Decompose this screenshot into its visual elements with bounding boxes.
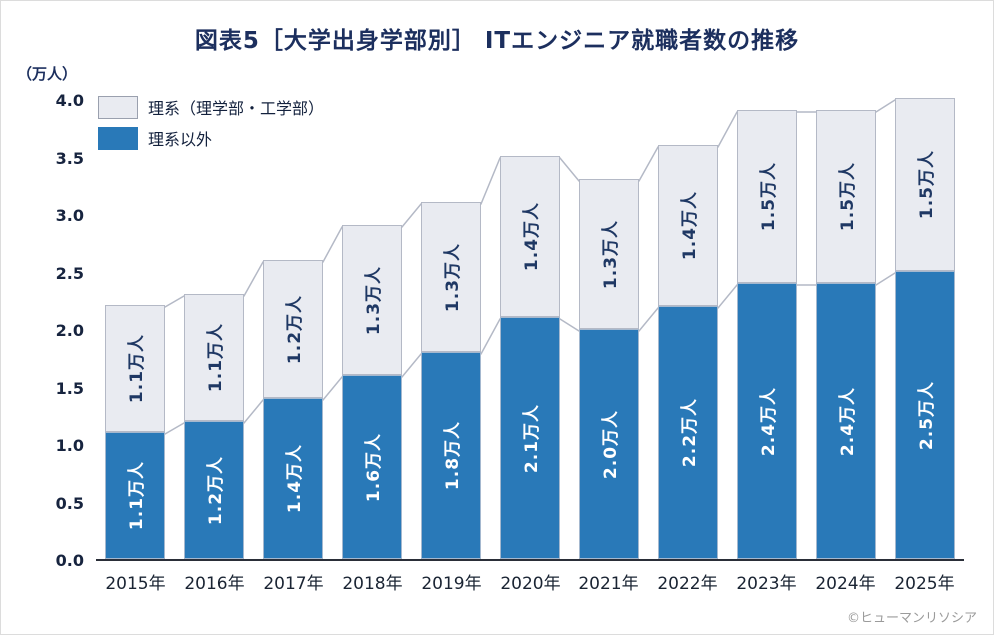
bar-segment-science-2019: 1.3万人 [421,202,481,352]
bar-segment-science-2025: 1.5万人 [895,98,955,271]
x-tick-label-2024: 2024年 [815,574,876,594]
chart-title: 図表5［大学出身学部別］ ITエンジニア就職者数の推移 [194,28,800,54]
bar-segment-nonscience-2017: 1.4万人 [263,398,323,559]
bar-segment-science-2024: 1.5万人 [816,110,876,283]
bar-segment-nonscience-2020: 2.1万人 [500,317,560,559]
bar-label-nonscience-2023: 2.4万人 [759,386,780,456]
bar-segment-science-2020: 1.4万人 [500,156,560,317]
bar-segment-nonscience-2021: 2.0万人 [579,329,639,559]
bar-label-science-2022: 1.4万人 [680,190,701,261]
bar-label-science-2025: 1.5万人 [917,149,938,220]
bar-segment-science-2016: 1.1万人 [184,294,244,421]
x-tick-label-2020: 2020年 [500,574,561,594]
bar-segment-nonscience-2022: 2.2万人 [658,306,718,559]
bar-segment-nonscience-2019: 1.8万人 [421,352,481,559]
bar-label-nonscience-2015: 1.1万人 [127,460,148,531]
x-tick-label-2016: 2016年 [184,574,245,594]
legend-item-science: 理系（理学部・工学部） [98,95,324,119]
y-tick-label-3.0: 3.0 [55,206,84,225]
bar-segment-science-2021: 1.3万人 [579,179,639,329]
bar-label-science-2021: 1.3万人 [601,219,622,289]
legend-item-nonscience: 理系以外 [98,126,324,150]
bar-label-science-2015: 1.1万人 [127,333,148,404]
bar-label-science-2018: 1.3万人 [364,265,385,335]
bar-segment-nonscience-2018: 1.6万人 [342,375,402,559]
bar-segment-science-2018: 1.3万人 [342,225,402,375]
x-tick-label-2019: 2019年 [421,574,482,594]
y-tick-label-0.5: 0.5 [55,494,84,513]
bar-segment-nonscience-2025: 2.5万人 [895,271,955,559]
bar-segment-nonscience-2023: 2.4万人 [737,283,797,559]
legend-label-nonscience: 理系以外 [148,130,213,149]
bar-segment-nonscience-2016: 1.2万人 [184,421,244,559]
plot-area: 1.1万人 1.1万人 1.2万人 1.1万人 1.4万人 1.2万人 1.6万人 1.3万人… [56,91,964,594]
bar-segment-science-2022: 1.4万人 [658,145,718,306]
bar-label-nonscience-2016: 1.2万人 [206,455,227,525]
bar-label-nonscience-2022: 2.2万人 [680,397,701,468]
bar-segment-science-2017: 1.2万人 [263,260,323,398]
legend-swatch-nonscience [98,126,138,150]
x-tick-label-2018: 2018年 [342,574,403,594]
bar-segment-nonscience-2024: 2.4万人 [816,283,876,559]
x-tick-label-2015: 2015年 [105,574,166,594]
bar-label-science-2024: 1.5万人 [838,161,859,232]
bar-label-nonscience-2017: 1.4万人 [285,443,306,514]
bar-label-nonscience-2019: 1.8万人 [443,420,464,491]
bar-segment-science-2015: 1.1万人 [105,305,165,432]
copyright-text: ©ヒューマンリソシア [846,611,977,626]
y-tick-label-3.5: 3.5 [55,149,84,168]
bar-label-nonscience-2021: 2.0万人 [601,409,622,479]
y-axis-unit-label: （万人） [17,65,78,83]
bar-label-science-2017: 1.2万人 [285,294,306,364]
bar-label-science-2023: 1.5万人 [759,161,780,232]
bar-label-science-2020: 1.4万人 [522,201,543,272]
y-tick-label-1.5: 1.5 [55,379,84,398]
x-tick-label-2017: 2017年 [263,574,324,594]
bar-segment-nonscience-2015: 1.1万人 [105,432,165,559]
y-tick-label-1.0: 1.0 [55,436,84,455]
y-tick-label-2.0: 2.0 [55,321,84,340]
y-tick-label-2.5: 2.5 [55,264,84,283]
bar-label-nonscience-2025: 2.5万人 [917,380,938,450]
bar-label-science-2019: 1.3万人 [443,242,464,312]
x-tick-label-2021: 2021年 [578,574,639,594]
x-tick-label-2025: 2025年 [894,574,955,594]
bar-label-nonscience-2018: 1.6万人 [364,432,385,502]
legend-swatch-science [98,95,138,119]
x-tick-label-2022: 2022年 [657,574,718,594]
y-tick-label-4.0: 4.0 [55,91,84,110]
legend: 理系（理学部・工学部） 理系以外 [98,95,324,157]
x-tick-label-2023: 2023年 [736,574,797,594]
bar-label-nonscience-2020: 2.1万人 [522,403,543,473]
bar-segment-science-2023: 1.5万人 [737,110,797,283]
bar-label-nonscience-2024: 2.4万人 [838,386,859,456]
legend-label-science: 理系（理学部・工学部） [148,99,325,118]
y-tick-label-0.0: 0.0 [55,551,84,570]
bar-label-science-2016: 1.1万人 [206,322,227,393]
